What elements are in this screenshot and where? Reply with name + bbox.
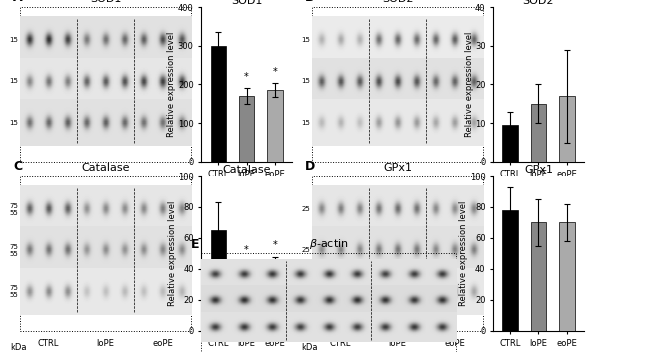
Text: D: D — [305, 160, 315, 173]
Title: SOD1: SOD1 — [231, 0, 262, 6]
Text: 15: 15 — [301, 37, 310, 43]
FancyBboxPatch shape — [312, 273, 483, 310]
Bar — [211, 230, 226, 331]
Text: 75
55: 75 55 — [9, 202, 18, 215]
Text: A: A — [13, 0, 23, 4]
Text: 25: 25 — [301, 206, 310, 212]
FancyBboxPatch shape — [20, 63, 191, 100]
Text: CTRL: CTRL — [38, 339, 59, 348]
Text: 25: 25 — [301, 247, 310, 253]
Text: $\beta$-actin: $\beta$-actin — [309, 238, 349, 251]
FancyBboxPatch shape — [20, 232, 191, 269]
Title: Catalase: Catalase — [222, 165, 271, 175]
FancyBboxPatch shape — [312, 190, 483, 227]
Bar — [267, 90, 282, 162]
Text: 25: 25 — [301, 289, 310, 295]
Text: kDa: kDa — [10, 343, 26, 352]
Text: 15: 15 — [301, 120, 310, 126]
FancyBboxPatch shape — [20, 21, 191, 58]
Text: SOD2: SOD2 — [382, 0, 413, 4]
Text: *: * — [244, 72, 249, 82]
Text: 15: 15 — [9, 78, 18, 84]
Bar — [559, 222, 574, 331]
Bar — [267, 269, 282, 331]
Text: GPx1: GPx1 — [383, 163, 412, 173]
Text: SOD1: SOD1 — [90, 0, 121, 4]
Text: loPE: loPE — [389, 339, 407, 348]
Text: 15: 15 — [9, 37, 18, 43]
Text: eoPE: eoPE — [152, 339, 173, 348]
Y-axis label: Relative expression level: Relative expression level — [167, 32, 176, 137]
FancyBboxPatch shape — [20, 273, 191, 310]
Text: *: * — [272, 67, 277, 77]
Text: E: E — [191, 238, 199, 251]
Text: CTRL: CTRL — [330, 339, 351, 348]
Text: loPE: loPE — [97, 339, 115, 348]
Bar — [239, 96, 254, 162]
FancyBboxPatch shape — [312, 21, 483, 58]
FancyBboxPatch shape — [20, 190, 191, 227]
Text: B: B — [305, 0, 315, 4]
Text: 15: 15 — [9, 120, 18, 126]
Text: Catalase: Catalase — [81, 163, 130, 173]
Text: kDa: kDa — [302, 343, 318, 352]
Bar — [531, 104, 546, 162]
Text: *: * — [272, 240, 277, 250]
Text: 75
55: 75 55 — [9, 285, 18, 298]
Y-axis label: Relative expression level: Relative expression level — [168, 201, 176, 306]
FancyBboxPatch shape — [312, 104, 483, 141]
Bar — [531, 222, 546, 331]
FancyBboxPatch shape — [201, 289, 456, 313]
FancyBboxPatch shape — [312, 63, 483, 100]
Title: GPx1: GPx1 — [524, 165, 553, 175]
Y-axis label: Relative expression level: Relative expression level — [460, 201, 468, 306]
FancyBboxPatch shape — [20, 104, 191, 141]
Text: *: * — [244, 245, 249, 255]
Bar — [211, 46, 226, 162]
Bar — [559, 96, 574, 162]
Text: eoPE: eoPE — [444, 339, 465, 348]
Text: 75
55: 75 55 — [9, 244, 18, 257]
Y-axis label: Relative expression level: Relative expression level — [464, 32, 474, 137]
Bar — [239, 272, 254, 331]
Text: C: C — [13, 160, 22, 173]
Bar — [503, 210, 518, 331]
Bar — [503, 125, 518, 162]
FancyBboxPatch shape — [312, 232, 483, 269]
FancyBboxPatch shape — [201, 263, 456, 286]
Text: 15: 15 — [301, 78, 310, 84]
Title: SOD2: SOD2 — [523, 0, 554, 6]
FancyBboxPatch shape — [201, 315, 456, 339]
